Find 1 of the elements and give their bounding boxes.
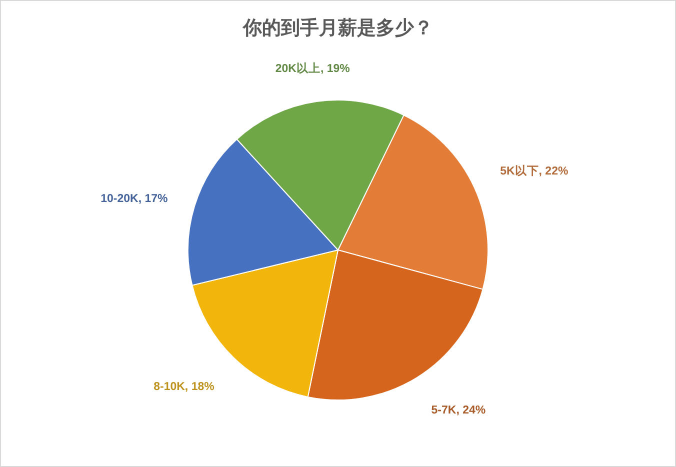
- title: 你的到手月薪是多少？: [243, 18, 433, 39]
